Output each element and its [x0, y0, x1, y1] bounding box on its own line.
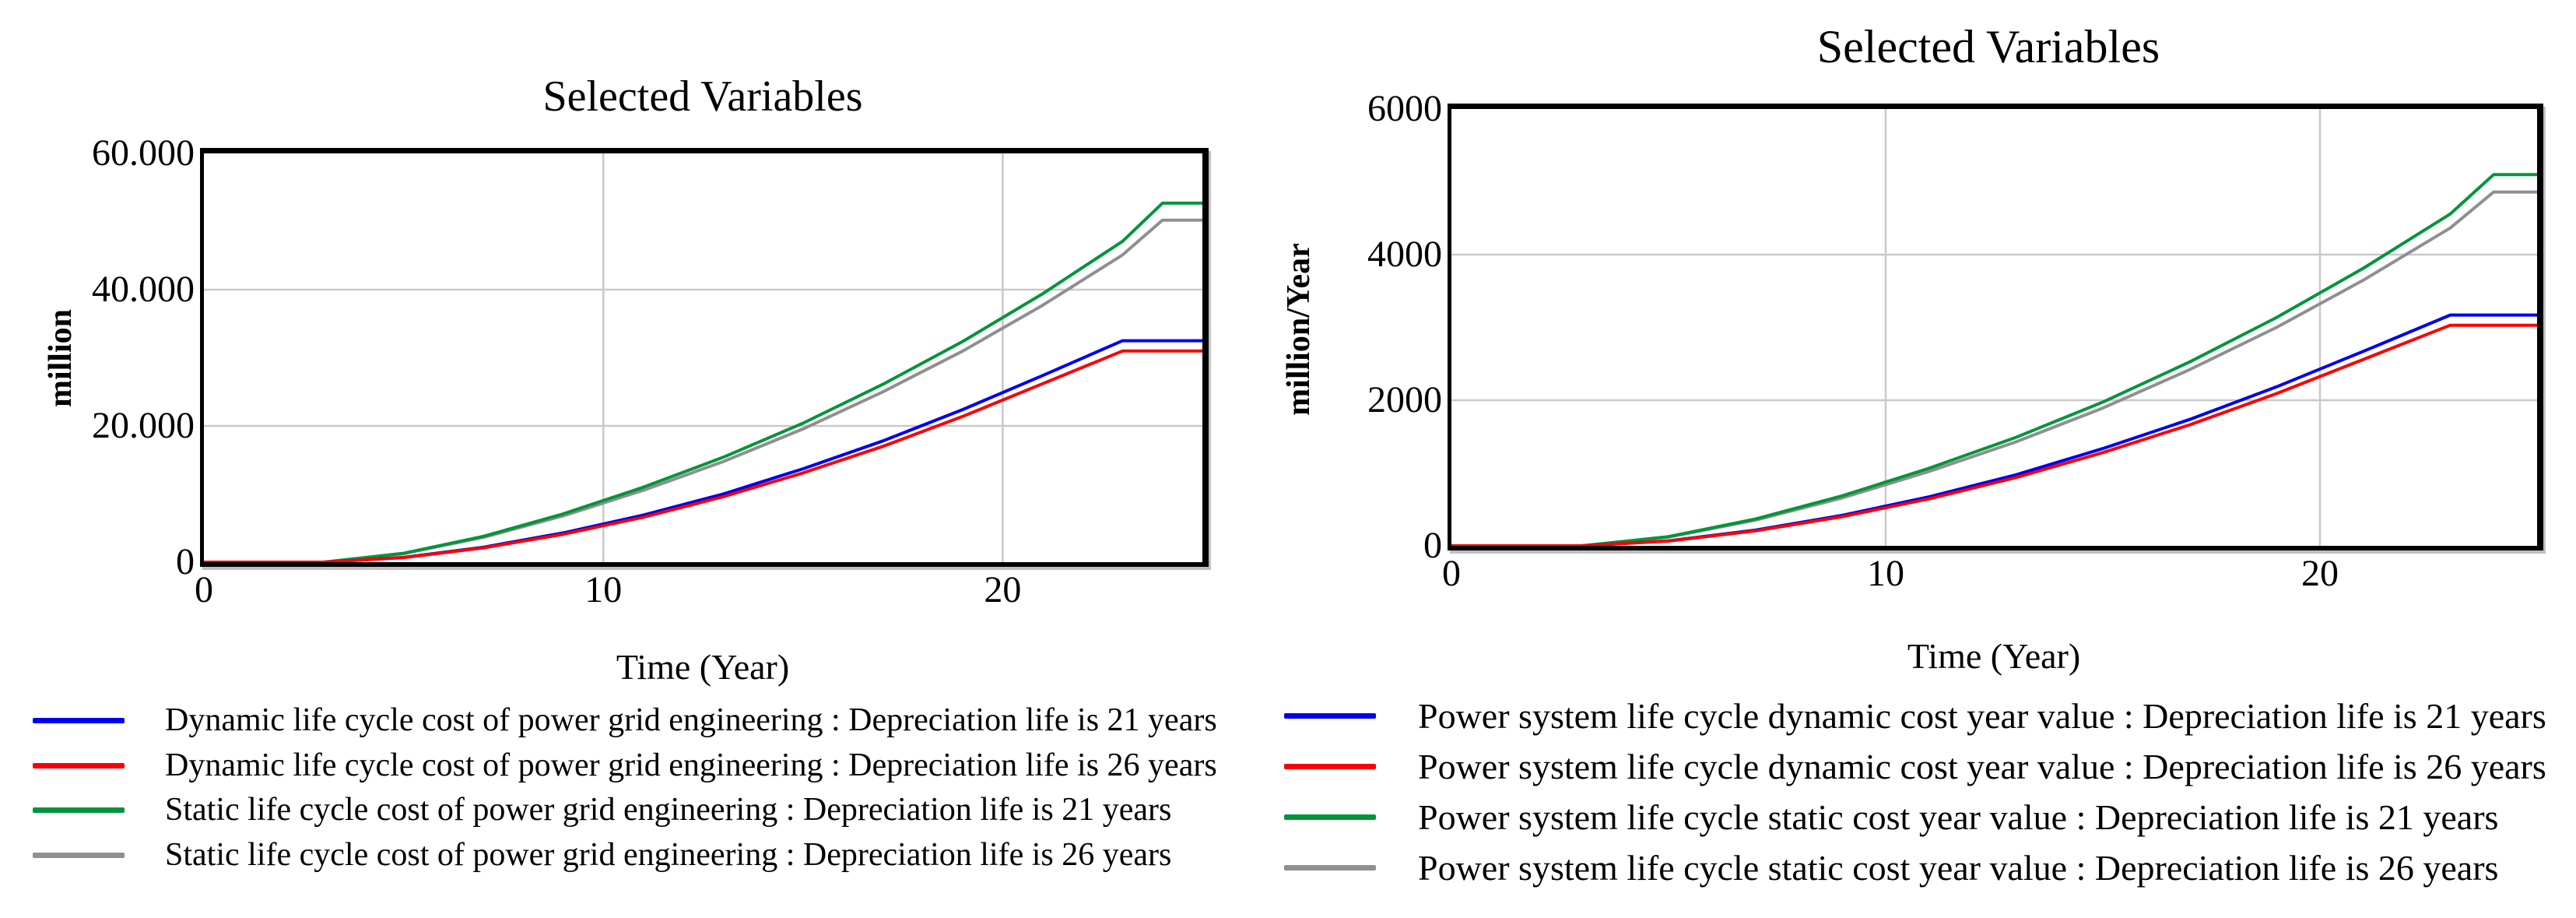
right-plot-canvas [1451, 109, 2537, 546]
legend-label: Static life cycle cost of power grid eng… [165, 837, 1172, 873]
legend-color-swatch [33, 762, 125, 769]
legend-color-swatch [33, 852, 125, 858]
series-line [204, 218, 1202, 562]
y-tick-label: 2000 [1367, 379, 1442, 420]
legend-label: Power system life cycle static cost year… [1418, 797, 2499, 837]
x-tick-label: 0 [195, 569, 213, 610]
right-plot-area [1448, 104, 2543, 550]
right-chart-title: Selected Variables [1816, 21, 2160, 72]
x-tick-label: 10 [1867, 553, 1904, 594]
legend-row: Power system life cycle static cost year… [1284, 846, 2498, 889]
right-chart: Selected Variables million/Year Time (Ye… [1281, 0, 2576, 918]
legend-color-swatch [1284, 763, 1376, 769]
legend-color-swatch [1284, 814, 1376, 820]
x-tick-label: 0 [1442, 553, 1461, 594]
legend-color-swatch [33, 807, 125, 813]
y-tick-label: 20.000 [92, 405, 195, 446]
x-tick-label: 20 [984, 569, 1022, 610]
legend-row: Power system life cycle dynamic cost yea… [1284, 744, 2546, 788]
series-line [1451, 313, 2537, 546]
left-plot-canvas [204, 153, 1202, 562]
series-line [1451, 173, 2537, 546]
legend-label: Power system life cycle dynamic cost yea… [1418, 746, 2546, 786]
x-tick-label: 20 [2301, 553, 2339, 594]
left-chart: Selected Variables million Time (Year) 0… [33, 72, 1217, 875]
series-line [204, 201, 1202, 562]
y-tick-label: 0 [176, 541, 195, 582]
right-x-axis-label: Time (Year) [1907, 636, 2081, 676]
series-line [204, 349, 1202, 562]
legend-label: Power system life cycle static cost year… [1418, 847, 2499, 888]
series-line [1451, 323, 2537, 546]
legend-color-swatch [1284, 712, 1376, 719]
legend-row: Power system life cycle dynamic cost yea… [1284, 694, 2546, 737]
x-tick-label: 10 [584, 569, 623, 610]
left-plot-area [200, 148, 1209, 567]
legend-color-swatch [33, 717, 125, 723]
left-x-axis-label: Time (Year) [616, 647, 790, 687]
legend-label: Dynamic life cycle cost of power grid en… [165, 702, 1217, 738]
y-tick-label: 40.000 [92, 269, 195, 310]
legend-label: Power system life cycle dynamic cost yea… [1418, 695, 2546, 736]
left-chart-title: Selected Variables [542, 72, 863, 121]
y-tick-label: 4000 [1367, 234, 1442, 275]
legend-row: Static life cycle cost of power grid eng… [33, 835, 1171, 875]
legend-row: Dynamic life cycle cost of power grid en… [33, 700, 1217, 740]
legend-row: Dynamic life cycle cost of power grid en… [33, 745, 1217, 786]
legend-color-swatch [1284, 864, 1376, 871]
y-tick-label: 60.000 [92, 132, 195, 174]
left-y-axis-label: million [43, 308, 79, 408]
series-line [1451, 190, 2537, 546]
y-tick-label: 6000 [1367, 88, 1442, 129]
legend-label: Dynamic life cycle cost of power grid en… [165, 747, 1217, 783]
series-line [204, 339, 1202, 562]
legend-label: Static life cycle cost of power grid eng… [165, 792, 1172, 828]
y-tick-label: 0 [1423, 525, 1442, 566]
legend-row: Power system life cycle static cost year… [1284, 795, 2498, 839]
legend-row: Static life cycle cost of power grid eng… [33, 790, 1171, 830]
